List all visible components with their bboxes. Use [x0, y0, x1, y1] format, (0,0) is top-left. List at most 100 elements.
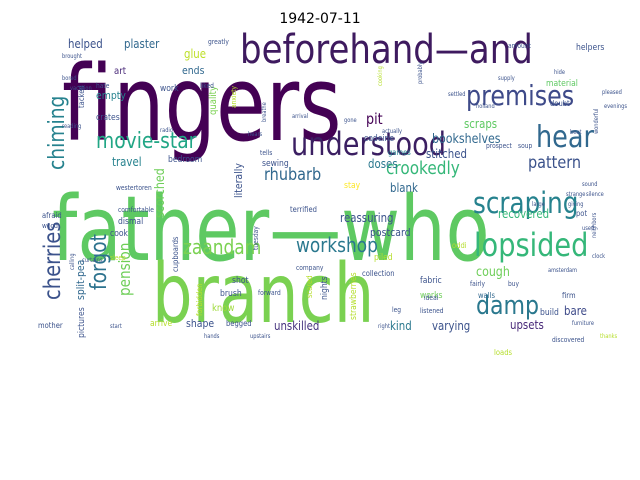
cloud-word: art — [114, 65, 126, 77]
cloud-word: doubt — [550, 98, 570, 108]
cloud-word: firm — [562, 290, 576, 300]
cloud-word: pleased — [602, 90, 622, 96]
cloud-word: pension — [116, 243, 134, 296]
cloud-word: radio — [160, 128, 174, 134]
cloud-word: zaandam — [183, 237, 261, 260]
cloud-word: chiming — [44, 96, 70, 170]
cloud-word: strange — [566, 192, 586, 198]
cloud-word: father—who — [52, 177, 490, 282]
cloud-word: silence — [586, 192, 604, 198]
cloud-word: forbidden — [194, 283, 204, 316]
cloud-word: upstairs — [250, 334, 270, 340]
cloud-word: liked — [200, 82, 214, 91]
cloud-word: clock — [592, 254, 606, 260]
cloud-word: vacation — [70, 86, 92, 92]
cloud-word: postcard — [370, 227, 411, 239]
cloud-word: thanks — [600, 334, 617, 340]
cloud-word: calling — [70, 253, 76, 270]
cloud-word: travel — [112, 155, 142, 169]
cloud-word: unskilled — [274, 319, 319, 333]
cloud-word: sound — [582, 182, 598, 188]
cloud-word: premises — [466, 80, 574, 112]
cloud-word: scorched — [152, 168, 167, 218]
cloud-word: games — [388, 147, 411, 157]
cloud-word: codeine — [364, 132, 394, 143]
cloud-word: holland — [476, 104, 495, 110]
cloud-word: afraid — [42, 210, 62, 220]
cloud-word: large — [532, 202, 545, 208]
cloud-word: varying — [432, 319, 470, 333]
cloud-word: plaster — [124, 37, 160, 51]
cloud-word: hide — [554, 70, 566, 76]
cloud-word: actually — [382, 129, 403, 135]
cloud-word: arrive — [150, 317, 172, 328]
cloud-word: forgot — [86, 234, 112, 290]
cloud-word: ideal — [424, 294, 439, 303]
cloud-word: beat — [570, 130, 582, 136]
cloud-word: shot — [232, 274, 249, 285]
cloud-word: scared — [304, 275, 314, 298]
cloud-word: know — [212, 302, 235, 314]
cloud-word: works — [420, 289, 442, 300]
cloud-word: pot — [576, 208, 587, 218]
cloud-word: literally — [233, 163, 245, 198]
cloud-word: helped — [68, 37, 103, 51]
cloud-word: piled — [374, 251, 393, 262]
cloud-word: supply — [498, 76, 515, 82]
cloud-word: split-pea — [75, 260, 87, 300]
cloud-word: oddi — [452, 240, 467, 250]
cloud-word: reassuring — [340, 211, 394, 225]
cloud-word: collection — [362, 268, 395, 278]
cloud-word: company — [296, 264, 324, 273]
cloud-word: cherries — [40, 222, 67, 300]
cloud-word: breathe — [262, 102, 268, 122]
cloud-word: stitched — [426, 147, 467, 161]
cloud-word: walls — [478, 290, 495, 300]
cloud-word: nights — [318, 276, 329, 300]
cloud-word: damp — [476, 290, 539, 320]
cloud-word: ends — [182, 65, 204, 77]
cloud-word: pit — [366, 111, 383, 128]
cloud-word: hear — [536, 119, 594, 155]
cloud-word: pattern — [528, 152, 581, 172]
cloud-word: strawberries — [347, 272, 358, 320]
cloud-word: westertoren — [116, 184, 152, 193]
cloud-word: scraping — [473, 187, 578, 220]
cloud-word: pictures — [75, 307, 86, 338]
cloud-word: evenings — [604, 104, 627, 110]
cloud-word: listened — [420, 307, 444, 316]
cloud-word: branch — [152, 247, 374, 342]
cloud-word: amount — [508, 42, 531, 51]
cloud-word: tells — [260, 149, 273, 158]
cloud-word: prospect — [486, 142, 512, 151]
cloud-word: helpers — [576, 41, 604, 52]
cloud-word: material — [546, 77, 578, 88]
cloud-word: sleep — [110, 254, 126, 263]
cloud-word: settled — [448, 92, 466, 98]
chart-title: 1942-07-11 — [279, 11, 361, 27]
cloud-word: wonderful — [594, 108, 600, 134]
cloud-word: brush — [220, 287, 242, 298]
cloud-word: upsets — [510, 318, 544, 332]
cloud-word: tacked — [76, 85, 86, 108]
cloud-word: tuesday — [252, 226, 261, 250]
cloud-word: right — [378, 324, 391, 330]
cloud-word: curtains — [82, 258, 103, 264]
cloud-word: doses — [368, 157, 398, 171]
cloud-word: reading — [62, 124, 82, 130]
cloud-word: start — [110, 324, 123, 330]
cloud-word: shape — [186, 318, 214, 330]
cloud-word: hears — [248, 132, 262, 138]
cloud-word: movie-star — [96, 128, 197, 154]
cloud-word: terrified — [290, 204, 317, 214]
cloud-word: lopsided — [474, 227, 588, 265]
cloud-word: buy — [508, 280, 519, 289]
cloud-word: discovered — [552, 336, 584, 345]
cloud-word: gone — [344, 118, 357, 124]
cloud-word: crates — [96, 111, 120, 122]
cloud-word: amsterdam — [548, 268, 577, 274]
cloud-word: neighbors — [592, 213, 598, 238]
cloud-word: stay — [344, 179, 360, 190]
cloud-word: cooking — [378, 66, 384, 86]
